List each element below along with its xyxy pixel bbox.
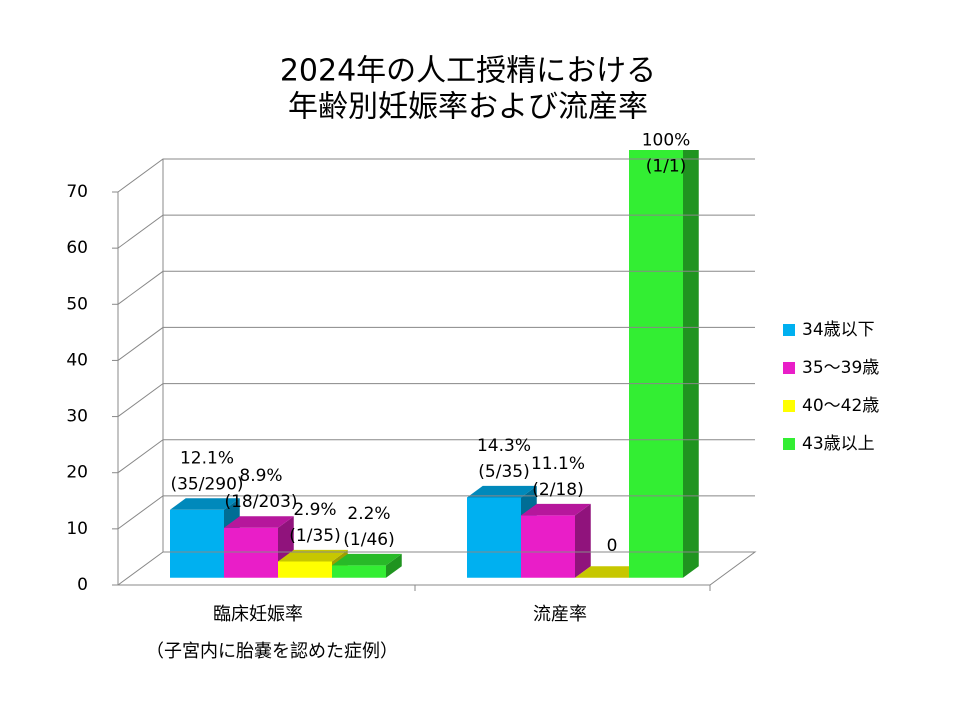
chart-title: 2024年の人工授精における: [280, 54, 656, 89]
legend-swatch: [783, 324, 795, 336]
legend-label: 43歳以上: [802, 434, 875, 454]
x-tick-label: 臨床妊娠率: [213, 604, 303, 625]
legend-swatch: [783, 362, 795, 374]
bar-front: [629, 150, 683, 578]
data-label: (18/203): [224, 492, 297, 512]
bars: [170, 5, 699, 578]
y-tick-label: 30: [66, 407, 88, 427]
bar: [575, 566, 645, 578]
data-label: 2.2%: [347, 504, 390, 524]
bar-side: [683, 150, 699, 578]
bar: [629, 5, 699, 578]
y-tick-label: 40: [66, 350, 88, 370]
data-label: 2.9%: [293, 500, 336, 520]
bar-top: [224, 516, 294, 528]
data-label: (1/46): [343, 530, 394, 550]
x-tick-label: 流産率: [533, 604, 587, 625]
y-tick-label: 60: [66, 238, 88, 258]
bar-front: [278, 561, 332, 578]
data-label: (1/35): [289, 526, 340, 546]
grid-line: [117, 326, 755, 361]
legend-swatch: [783, 400, 795, 412]
data-label: 14.3%: [477, 436, 531, 456]
bar-top: [467, 485, 537, 498]
data-label: 0: [607, 536, 618, 556]
category-note: （子宮内に胎嚢を認めた症例）: [146, 641, 398, 662]
bar-front: [521, 515, 575, 578]
bar-top: [575, 566, 645, 578]
y-tick-label: 20: [66, 463, 88, 483]
legend-swatch: [783, 438, 795, 450]
axis-wall: [117, 551, 757, 586]
y-tick-label: 10: [66, 519, 88, 539]
bar-top: [332, 553, 402, 566]
bar-side: [386, 553, 402, 578]
grid-line: [117, 158, 755, 193]
bar-front: [467, 497, 521, 578]
data-label: 11.1%: [531, 454, 585, 474]
legend-label: 34歳以下: [802, 320, 875, 340]
data-label: 100%: [642, 130, 691, 150]
bar: [224, 516, 294, 578]
grid-line: [117, 439, 755, 474]
data-label: 12.1%: [180, 448, 234, 468]
bar-front: [170, 509, 224, 578]
grid-line: [117, 383, 755, 417]
bar-top: [629, 5, 699, 17]
legend-label: 40～42歳: [802, 396, 879, 416]
bar: [332, 553, 402, 578]
data-label: 8.9%: [239, 466, 282, 486]
bar-side: [575, 503, 591, 578]
bar: [521, 503, 591, 578]
y-tick-label: 0: [77, 575, 88, 595]
bar-front: [332, 565, 386, 578]
chart-title: 年齢別妊娠率および流産率: [288, 90, 648, 125]
legend-label: 35～39歳: [802, 358, 879, 378]
data-label: (5/35): [478, 462, 529, 482]
grid-line: [117, 270, 755, 305]
data-label: (35/290): [170, 474, 243, 494]
bar-top: [170, 498, 240, 510]
y-tick-label: 50: [66, 294, 88, 314]
grid-line: [117, 495, 755, 530]
bar-top: [278, 549, 348, 562]
data-label: (2/18): [532, 480, 583, 500]
grid-line: [117, 214, 755, 249]
y-tick-label: 70: [66, 182, 88, 202]
data-label: (1/1): [646, 156, 687, 176]
bar-front: [224, 527, 278, 578]
bar-top: [521, 503, 591, 516]
